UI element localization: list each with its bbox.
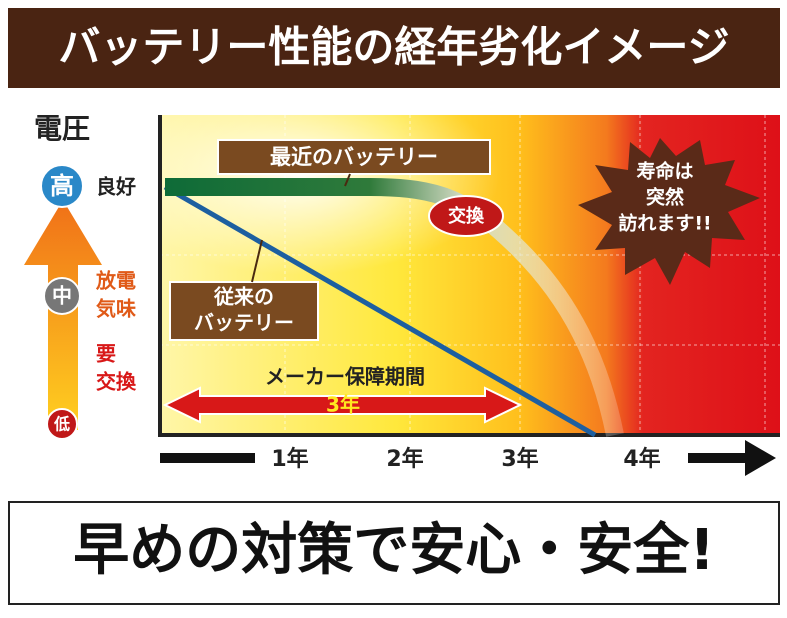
new-callout (217, 139, 491, 175)
lifespan-burst (578, 138, 760, 285)
low-label: 要 (96, 342, 116, 366)
old-label: 従来の (213, 285, 274, 309)
x-bar (160, 453, 255, 463)
warranty-label: メーカー保障期間 (265, 365, 425, 389)
year-label: 3年 (501, 446, 538, 472)
exchange-badge (428, 195, 504, 237)
pointer (344, 173, 351, 187)
lifespan-text: 突然 (646, 186, 684, 209)
header-band (8, 8, 780, 88)
old-callout (169, 281, 319, 341)
mid-text: 中 (52, 284, 72, 308)
title: バッテリー性能の経年劣化イメージ (58, 23, 729, 72)
mid-badge (43, 277, 81, 315)
high-badge (40, 164, 84, 208)
pointer (251, 239, 263, 283)
voltage-title: 電圧 (34, 112, 90, 145)
year-label: 1年 (271, 446, 308, 472)
voltage-arrow (24, 200, 102, 430)
warranty-arrow (162, 386, 523, 424)
high-label: 良好 (96, 175, 136, 199)
footer-box (8, 501, 780, 605)
old-label: バッテリー (194, 311, 294, 335)
old-line (163, 184, 597, 438)
slogan: 早めの対策で安心・安全! (73, 518, 715, 583)
x-arrow (688, 440, 776, 476)
new-line (165, 178, 624, 437)
low-text: 低 (53, 415, 70, 434)
exchange-label: 交換 (448, 205, 485, 227)
lifespan-text: 寿命は (636, 160, 693, 183)
warranty-period: 3年 (326, 393, 360, 417)
year-label: 4年 (623, 446, 660, 472)
mid-label: 気味 (96, 297, 136, 321)
mid-label: 放電 (95, 269, 136, 293)
axes (158, 115, 780, 437)
high-text: 高 (50, 172, 74, 200)
lifespan-text: 訪れます!! (618, 212, 711, 235)
low-label: 交換 (96, 370, 137, 394)
year-label: 2年 (386, 446, 423, 472)
low-badge (46, 408, 78, 440)
new-label: 最近のバッテリー (270, 145, 438, 169)
